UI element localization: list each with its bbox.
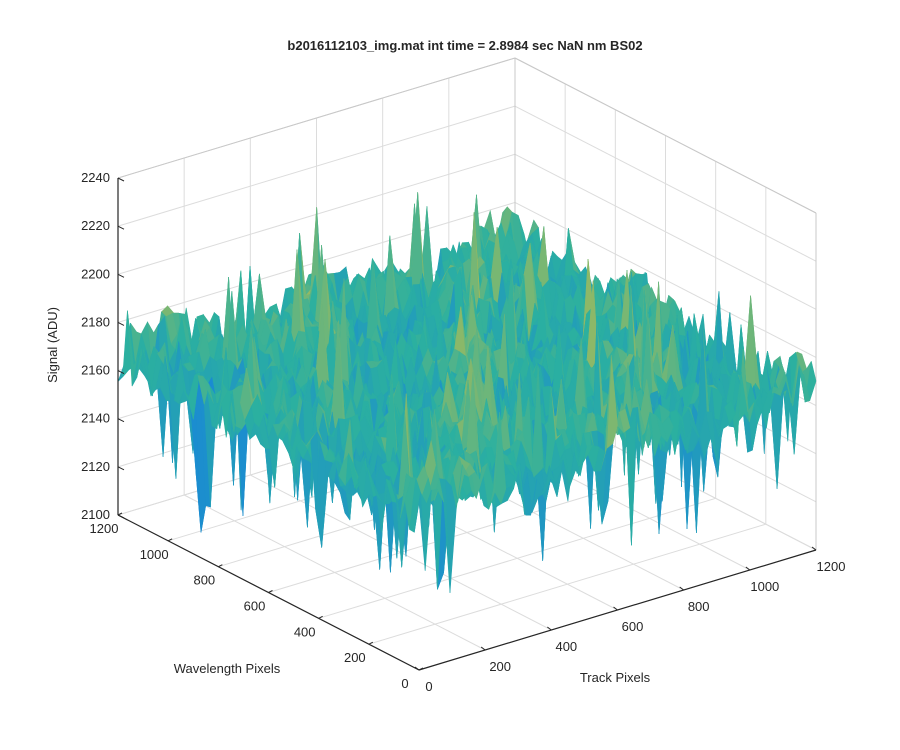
z-tick (117, 321, 125, 326)
grid-line (514, 201, 817, 358)
y-tick-label: 200 (344, 650, 366, 665)
z-axis-label: Signal (ADU) (45, 307, 60, 383)
z-tick (117, 418, 125, 423)
z-tick-label: 2200 (81, 266, 110, 281)
z-tick (117, 514, 125, 519)
x-tick-label: 400 (555, 639, 577, 654)
y-tick-label: 800 (193, 573, 215, 588)
z-tick-label: 2240 (81, 170, 110, 185)
x-tick-label: 1200 (817, 559, 846, 574)
z-tick (117, 466, 125, 471)
z-tick (117, 273, 125, 278)
z-tick-label: 2180 (81, 314, 110, 329)
x-tick-label: 800 (688, 599, 710, 614)
x-tick-label: 0 (425, 679, 432, 694)
z-tick-label: 2220 (81, 218, 110, 233)
x-tick-label: 200 (489, 659, 511, 674)
z-tick (117, 225, 125, 230)
z-tick-label: 2160 (81, 363, 110, 378)
z-tick-label: 2100 (81, 507, 110, 522)
y-tick-label: 1000 (140, 547, 169, 562)
z-tick-label: 2140 (81, 411, 110, 426)
z-tick (117, 177, 125, 182)
y-tick-label: 0 (401, 676, 408, 691)
surface (117, 192, 817, 593)
x-tick-label: 600 (622, 619, 644, 634)
chart-title: b2016112103_img.mat int time = 2.8984 se… (287, 38, 642, 53)
z-tick-label: 2120 (81, 459, 110, 474)
y-tick-label: 600 (244, 599, 266, 614)
grid-line (318, 497, 716, 619)
grid-line (514, 105, 817, 262)
x-tick-label: 1000 (750, 579, 779, 594)
y-tick-label: 400 (294, 624, 316, 639)
y-axis-label: Wavelength Pixels (174, 661, 281, 676)
grid-line (368, 523, 766, 645)
y-tick-label: 1200 (90, 521, 119, 536)
box-edge (514, 57, 817, 214)
box-edge (117, 57, 516, 179)
x-axis-label: Track Pixels (580, 670, 651, 685)
grid-line (117, 105, 516, 227)
grid-line (514, 153, 817, 310)
